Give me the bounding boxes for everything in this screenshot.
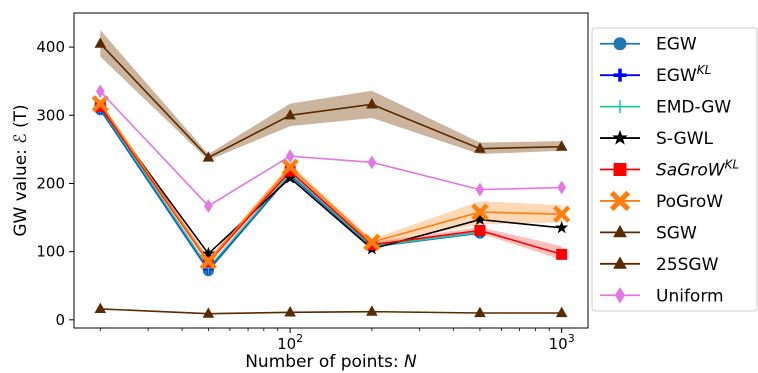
series-line-pogrow: [99, 103, 562, 263]
series-line-sgw: [99, 43, 562, 159]
data-point-sgw: [555, 140, 568, 151]
data-point-sgw: [474, 142, 486, 153]
data-point-pogrow-stroke: [281, 158, 299, 176]
data-point-sgw: [202, 151, 215, 162]
legend-entry-s-gwl: S-GWL: [600, 129, 714, 149]
legend-marker-sgw: [613, 224, 627, 238]
data-point-s-gwl: [283, 171, 297, 184]
series-layer: [91, 37, 571, 318]
data-point-25sgw: [366, 305, 378, 316]
band-pogrow: [100, 100, 562, 264]
legend-entry-pogrow: PoGroW: [600, 190, 723, 212]
legend-label-s-gwl: S-GWL: [656, 129, 714, 149]
series-25sgw: [94, 302, 568, 318]
y-tick-label: 0: [55, 311, 65, 329]
data-point-25sgw: [555, 306, 568, 318]
legend-box: [591, 27, 758, 312]
data-point-25sgw: [474, 306, 486, 318]
series-sagrow-kl: [94, 100, 568, 268]
data-point-sgw: [94, 37, 107, 48]
y-axis: 0 100 200 300 400: [36, 38, 74, 329]
data-point-pogrow: [553, 205, 571, 223]
legend-entry-emd-gw: EMD-GW: [600, 98, 731, 118]
x-tick-label: 102: [277, 332, 303, 353]
legend-marker-egw-kl: [613, 68, 627, 82]
legend-entry-egw-kl: EGWKL: [600, 63, 711, 86]
legend-entry-uniform: Uniform: [600, 286, 724, 306]
series-pogrow: [91, 95, 571, 270]
data-point-sagrow-kl: [474, 225, 486, 236]
data-point-s-gwl: [473, 212, 487, 226]
band-sgw: [100, 30, 562, 161]
band-sagrow-kl: [100, 104, 562, 266]
legend: EGW EGWKL EMD-GW S-GWL SaGroWKL PoGroW SGW 25SG…: [591, 27, 758, 312]
data-point-pogrow: [199, 252, 217, 270]
series-line-s-gwl: [99, 106, 562, 255]
series-line-uniform: [99, 90, 562, 207]
legend-label-egw: EGW: [656, 35, 697, 55]
data-point-pogrow-stroke: [363, 233, 381, 251]
legend-entry-25sgw: 25SGW: [600, 255, 719, 275]
data-point-s-gwl: [555, 220, 569, 234]
bands-layer: [100, 30, 562, 266]
data-point-pogrow-stroke: [553, 205, 571, 223]
data-point-pogrow-stroke: [91, 95, 109, 113]
data-point-pogrow: [281, 158, 299, 176]
legend-marker-s-gwl: [612, 129, 628, 145]
x-axis: 102 103: [99, 328, 575, 353]
data-point-25sgw: [94, 302, 107, 314]
y-tick-label: 300: [36, 106, 65, 124]
data-point-uniform: [475, 182, 485, 197]
legend-entry-sgw: SGW: [600, 223, 697, 243]
y-tick-label: 100: [36, 243, 65, 261]
x-tick-label: 103: [549, 332, 575, 353]
data-point-sgw: [366, 98, 378, 109]
data-point-sgw: [284, 108, 296, 120]
y-tick-label: 400: [36, 38, 65, 56]
legend-label-25sgw: 25SGW: [656, 255, 719, 275]
data-point-pogrow: [91, 95, 109, 113]
data-point-uniform: [367, 155, 377, 170]
data-point-sagrow-kl: [556, 248, 568, 260]
series-sgw: [94, 37, 568, 162]
series-line-sagrow-kl: [99, 105, 562, 264]
data-point-uniform: [95, 84, 105, 99]
data-point-s-gwl: [201, 246, 215, 260]
legend-marker-egw: [613, 37, 627, 51]
data-point-25sgw: [284, 305, 296, 317]
data-point-pogrow: [363, 233, 381, 251]
y-tick-label: 200: [36, 174, 65, 192]
legend-entry-egw: EGW: [600, 35, 697, 55]
legend-marker-sagrow-kl: [613, 163, 627, 176]
legend-label-emd-gw: EMD-GW: [656, 98, 731, 118]
data-point-sagrow-kl: [284, 165, 296, 177]
plot-frame: [73, 12, 589, 329]
data-point-uniform: [285, 149, 295, 164]
legend-label-egw-kl: EGWKL: [656, 63, 711, 86]
data-point-pogrow-stroke: [471, 203, 489, 221]
data-point-pogrow: [471, 203, 489, 221]
y-axis-label: GW value: ℰ (T): [11, 104, 31, 236]
legend-label-uniform: Uniform: [656, 286, 724, 306]
data-point-uniform: [557, 180, 567, 195]
legend-marker-pogrow: [609, 190, 631, 212]
legend-marker-emd-gw: [613, 100, 627, 114]
data-point-uniform: [203, 199, 213, 213]
legend-marker-pogrow-stroke: [609, 190, 631, 212]
legend-label-sgw: SGW: [656, 223, 697, 243]
x-axis-label: Number of points: N: [245, 352, 417, 372]
data-point-25sgw: [202, 307, 215, 318]
series-uniform: [95, 84, 567, 213]
legend-label-sagrow-kl: SaGroWKL: [656, 158, 739, 181]
data-point-pogrow-stroke: [199, 252, 217, 270]
legend-label-pogrow: PoGroW: [656, 192, 723, 212]
legend-entry-sagrow-kl: SaGroWKL: [600, 158, 739, 181]
series-line-25sgw: [100, 308, 562, 315]
legend-marker-uniform: [614, 287, 626, 304]
legend-marker-25sgw: [613, 256, 627, 269]
